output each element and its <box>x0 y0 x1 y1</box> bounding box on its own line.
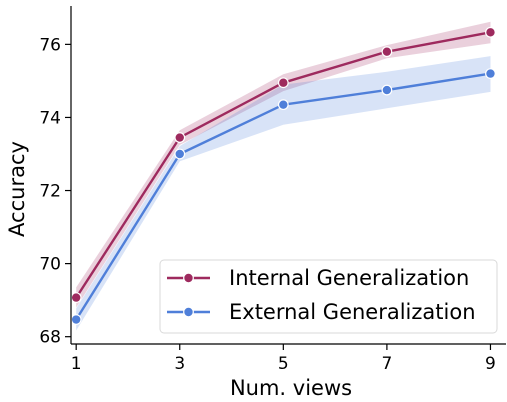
legend-label-internal: Internal Generalization <box>229 266 469 290</box>
legend: Internal Generalization External General… <box>159 259 498 334</box>
data-point-internal <box>485 26 496 38</box>
data-point-internal <box>277 77 289 89</box>
y-tick-label: 76 <box>39 35 61 55</box>
data-point-external <box>381 84 393 96</box>
y-axis-ticks: 68 70 72 74 76 <box>39 35 71 348</box>
data-point-external <box>174 148 186 160</box>
series-points <box>70 26 496 325</box>
x-axis-ticks: 1 3 5 7 9 <box>71 344 496 374</box>
x-tick-label: 1 <box>71 354 82 374</box>
confidence-band-external <box>76 56 491 331</box>
legend-marker-internal <box>183 272 194 284</box>
legend-marker-external <box>183 306 194 318</box>
legend-box <box>159 259 498 334</box>
data-point-internal <box>174 132 186 143</box>
data-point-external <box>70 314 82 325</box>
x-tick-label: 3 <box>174 354 185 374</box>
data-point-external <box>277 99 289 111</box>
y-tick-label: 74 <box>39 108 61 128</box>
data-point-external <box>485 68 496 79</box>
x-tick-label: 9 <box>485 354 496 374</box>
y-tick-label: 68 <box>39 328 61 348</box>
data-point-internal <box>70 292 82 303</box>
y-tick-label: 70 <box>39 255 61 275</box>
x-tick-label: 7 <box>381 354 392 374</box>
data-point-internal <box>381 46 393 58</box>
legend-label-external: External Generalization <box>229 300 476 324</box>
x-axis-label: Num. views <box>230 376 352 398</box>
x-tick-label: 5 <box>278 354 289 374</box>
y-tick-label: 72 <box>39 182 61 202</box>
y-axis-label: Accuracy <box>5 141 29 237</box>
